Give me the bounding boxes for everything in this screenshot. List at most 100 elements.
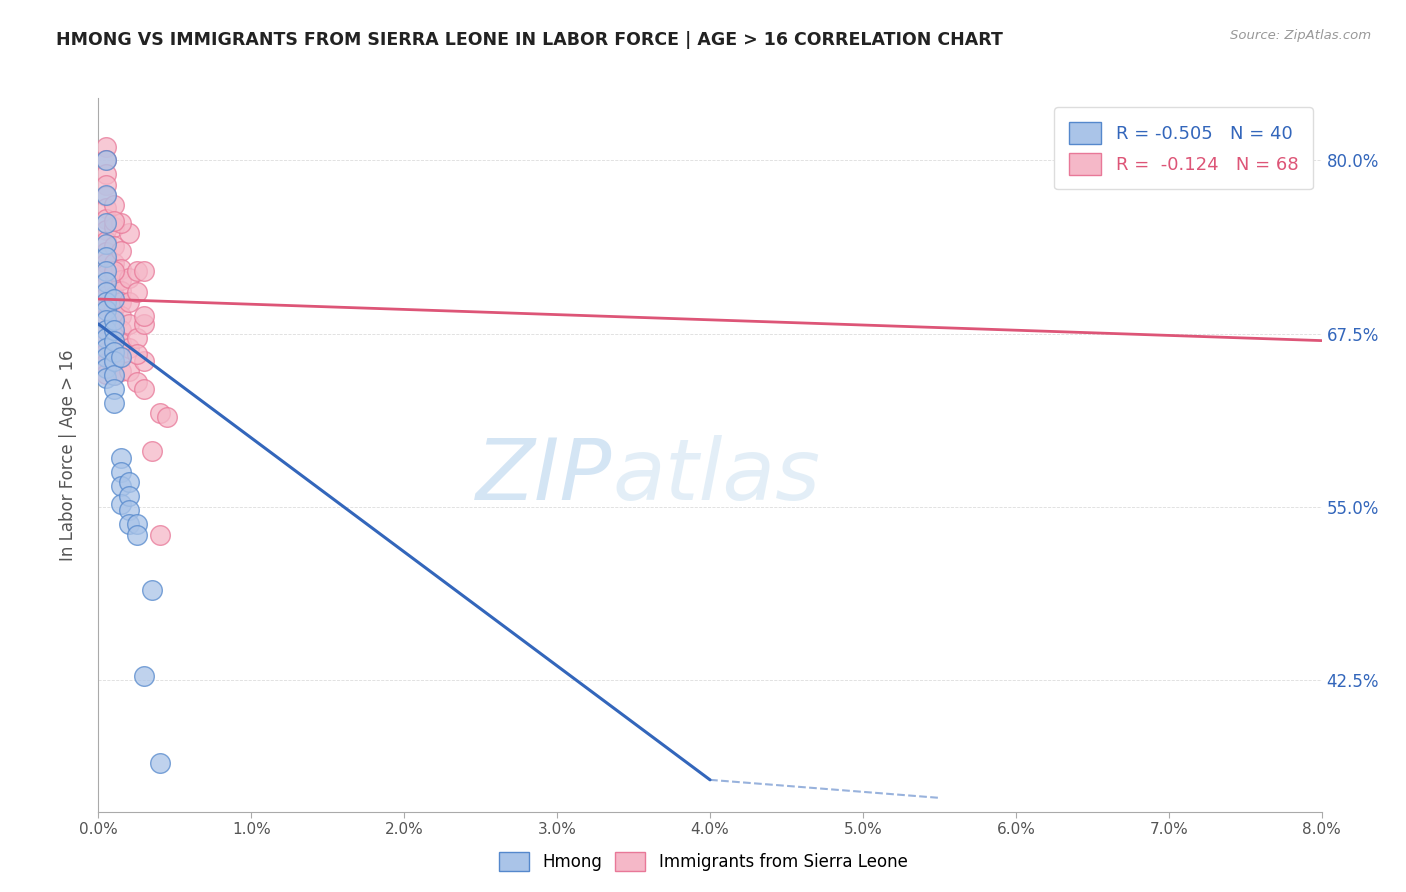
Point [94, 201, 117, 215]
Point [134, 382, 156, 396]
Point [110, 451, 132, 466]
Point [103, 368, 125, 383]
Point [125, 516, 148, 531]
Point [110, 465, 132, 479]
Point [149, 527, 172, 541]
Point [141, 444, 163, 458]
Point [94, 285, 117, 299]
Point [149, 406, 172, 420]
Point [134, 669, 156, 683]
Point [125, 264, 148, 278]
Point [149, 756, 172, 771]
Point [94, 216, 117, 230]
Point [110, 479, 132, 493]
Point [110, 350, 132, 364]
Point [103, 219, 125, 234]
Point [118, 294, 141, 309]
Point [103, 344, 125, 359]
Point [94, 236, 117, 251]
Point [103, 354, 125, 368]
Point [134, 354, 156, 368]
Point [125, 285, 148, 299]
Point [94, 234, 117, 248]
Point [103, 396, 125, 410]
Point [94, 188, 117, 202]
Point [134, 264, 156, 278]
Point [103, 368, 125, 383]
Point [94, 331, 117, 345]
Point [94, 344, 117, 359]
Point [94, 301, 117, 315]
Point [94, 278, 117, 293]
Legend: R = -0.505   N = 40, R =  -0.124   N = 68: R = -0.505 N = 40, R = -0.124 N = 68 [1054, 107, 1313, 189]
Point [103, 214, 125, 228]
Point [118, 489, 141, 503]
Point [94, 178, 117, 193]
Point [94, 139, 117, 153]
Point [103, 267, 125, 281]
Point [103, 292, 125, 306]
Point [94, 211, 117, 226]
Point [94, 223, 117, 237]
Point [103, 334, 125, 348]
Point [94, 322, 117, 336]
Point [103, 289, 125, 303]
Point [94, 334, 117, 348]
Point [94, 367, 117, 381]
Point [94, 341, 117, 355]
Point [118, 475, 141, 489]
Point [125, 331, 148, 345]
Point [110, 364, 132, 378]
Point [125, 375, 148, 389]
Point [110, 294, 132, 309]
Point [94, 256, 117, 270]
Point [110, 350, 132, 364]
Point [103, 313, 125, 327]
Y-axis label: In Labor Force | Age > 16: In Labor Force | Age > 16 [59, 349, 77, 561]
Point [118, 502, 141, 516]
Point [103, 311, 125, 326]
Point [103, 322, 125, 336]
Point [94, 289, 117, 303]
Point [110, 322, 132, 336]
Point [156, 409, 179, 424]
Point [118, 271, 141, 285]
Point [94, 251, 117, 265]
Point [94, 350, 117, 364]
Legend: Hmong, Immigrants from Sierra Leone: Hmong, Immigrants from Sierra Leone [491, 843, 915, 880]
Point [125, 527, 148, 541]
Point [110, 284, 132, 298]
Point [103, 256, 125, 270]
Point [94, 361, 117, 376]
Point [94, 356, 117, 370]
Point [94, 244, 117, 259]
Point [94, 313, 117, 327]
Point [110, 216, 132, 230]
Point [134, 317, 156, 331]
Text: atlas: atlas [612, 434, 820, 518]
Point [103, 301, 125, 315]
Point [94, 264, 117, 278]
Point [94, 371, 117, 385]
Point [134, 309, 156, 323]
Point [94, 322, 117, 336]
Point [94, 167, 117, 181]
Point [94, 303, 117, 318]
Point [103, 334, 125, 348]
Point [103, 264, 125, 278]
Point [103, 278, 125, 293]
Point [94, 311, 117, 326]
Point [118, 516, 141, 531]
Point [118, 317, 141, 331]
Point [103, 382, 125, 396]
Point [110, 261, 132, 276]
Point [103, 239, 125, 253]
Point [103, 198, 125, 212]
Point [118, 364, 141, 378]
Point [118, 226, 141, 240]
Point [94, 153, 117, 168]
Point [94, 276, 117, 290]
Point [110, 244, 132, 258]
Point [94, 267, 117, 281]
Point [118, 341, 141, 355]
